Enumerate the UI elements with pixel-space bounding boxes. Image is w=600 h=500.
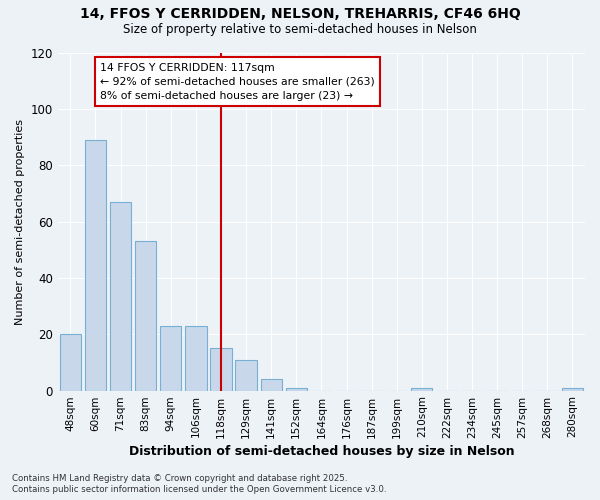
Bar: [286, 388, 307, 390]
Text: Size of property relative to semi-detached houses in Nelson: Size of property relative to semi-detach…: [123, 22, 477, 36]
Bar: [211, 348, 232, 391]
Bar: [562, 388, 583, 390]
Bar: [110, 202, 131, 390]
X-axis label: Distribution of semi-detached houses by size in Nelson: Distribution of semi-detached houses by …: [128, 444, 514, 458]
Text: Contains HM Land Registry data © Crown copyright and database right 2025.
Contai: Contains HM Land Registry data © Crown c…: [12, 474, 386, 494]
Y-axis label: Number of semi-detached properties: Number of semi-detached properties: [15, 118, 25, 324]
Bar: [260, 380, 282, 390]
Bar: [411, 388, 433, 390]
Text: 14, FFOS Y CERRIDDEN, NELSON, TREHARRIS, CF46 6HQ: 14, FFOS Y CERRIDDEN, NELSON, TREHARRIS,…: [80, 8, 520, 22]
Bar: [185, 326, 206, 390]
Bar: [59, 334, 81, 390]
Bar: [135, 242, 157, 390]
Bar: [160, 326, 181, 390]
Bar: [235, 360, 257, 390]
Bar: [85, 140, 106, 390]
Text: 14 FFOS Y CERRIDDEN: 117sqm
← 92% of semi-detached houses are smaller (263)
8% o: 14 FFOS Y CERRIDDEN: 117sqm ← 92% of sem…: [100, 62, 375, 100]
